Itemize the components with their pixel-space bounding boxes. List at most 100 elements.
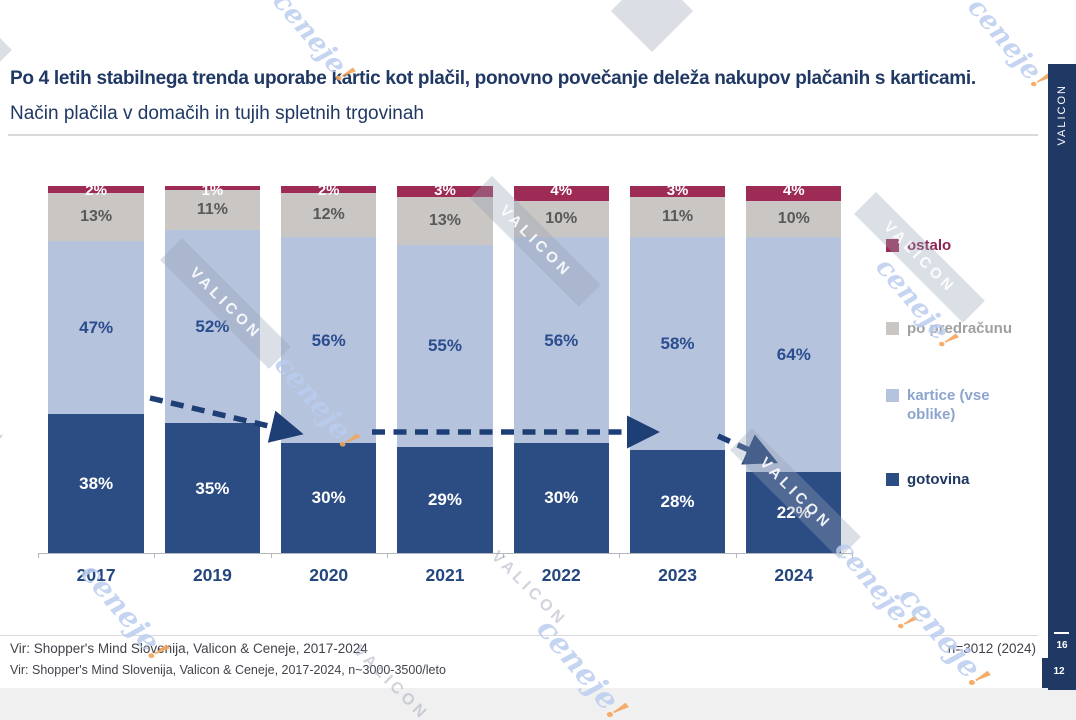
axis-tick [38,553,39,558]
legend-item-gotovina: gotovina [886,470,1046,489]
value-label-gotovina-2022: 30% [544,488,579,508]
value-label-po-2019: 11% [196,201,228,219]
segment-kartice-2017: 47% [48,241,144,414]
bar-2021: 3% 13% 55% 29% [387,182,503,553]
segment-ostalo-2023: 3% [629,182,726,199]
page-subtitle: Način plačila v domačih in tujih spletni… [10,103,425,124]
segment-kartice-2021: 55% [397,244,493,447]
value-label-ostalo-2023: 3% [666,182,689,199]
bar-2019: 1% 11% 52% 35% [154,182,270,553]
x-label-2022: 2022 [541,565,581,585]
valicon-diamond-watermark [610,0,694,53]
sidebar-rule [1054,632,1069,634]
value-label-gotovina-2019: 35% [195,478,230,498]
segment-po-2019: 11% [164,189,261,231]
legend-item-po-predra-unu: po predračunu [886,319,1046,338]
bottom-strip [0,688,1076,720]
segment-kartice-2024: 64% [746,237,842,473]
source-line-2: Vir: Shopper's Mind Slovenija, Valicon &… [10,663,446,677]
legend-swatch [886,239,899,252]
x-label-2021: 2021 [425,565,465,585]
x-label-2019: 2019 [192,565,232,585]
legend-swatch [886,473,899,486]
value-label-ostalo-2021: 3% [434,182,456,199]
header-divider [8,134,1038,136]
value-label-kartice-2024: 64% [776,345,811,365]
segment-kartice-2023: 58% [629,237,726,451]
legend-label: ostalo [907,237,952,254]
value-label-kartice-2019: 52% [195,317,230,337]
legend-item-kartice--vse-oblike-: kartice (vse oblike) [886,386,1046,424]
bar-2024: 4% 10% 64% 22% [736,182,852,553]
segment-gotovina-2024: 22% [746,472,842,553]
segment-po-2022: 10% [513,200,609,238]
axis-tick [852,553,853,558]
brand-logo-text: VALICON [1056,84,1068,146]
value-label-ostalo-2017: 2% [85,182,107,199]
value-label-kartice-2021: 55% [427,336,462,356]
segment-ostalo-2017: 2% [48,183,144,198]
segment-kartice-2019: 52% [164,230,261,424]
segment-ostalo-2024: 4% [746,182,842,201]
value-label-po-2022: 10% [545,210,578,228]
page-number-top: 16 [1056,640,1068,651]
segment-ostalo-2022: 4% [513,182,609,201]
value-label-kartice-2023: 58% [660,334,695,354]
x-label-2023: 2023 [658,565,698,585]
x-axis-labels: 2017 2019 2020 2021 2022 2023 2024 [38,565,852,586]
x-label-2020: 2020 [309,565,349,585]
segment-kartice-2022: 56% [513,237,609,443]
bar-2020: 2% 12% 56% 30% [271,183,387,553]
segment-po-2017: 13% [48,193,144,242]
value-label-po-2017: 13% [80,208,113,226]
value-label-kartice-2020: 56% [311,330,346,350]
value-label-gotovina-2017: 38% [79,473,114,493]
bar-2017: 2% 13% 47% 38% [38,183,154,553]
value-label-kartice-2017: 47% [79,317,114,337]
bar-2022: 4% 10% 56% 30% [503,182,619,553]
axis-tick [270,553,272,558]
segment-gotovina-2022: 30% [513,442,609,553]
axis-tick [619,553,621,558]
value-label-gotovina-2020: 30% [311,488,346,508]
axis-tick [154,553,156,558]
value-label-po-2020: 12% [312,206,345,224]
segment-ostalo-2020: 2% [281,183,377,198]
legend-label: po predračunu [907,320,1013,337]
legend-label: gotovina [907,471,970,488]
value-label-gotovina-2023: 28% [660,492,695,512]
axis-tick [735,553,737,558]
segment-gotovina-2017: 38% [48,413,144,553]
bar-2023: 3% 11% 58% 28% [619,182,735,553]
segment-gotovina-2019: 35% [164,423,261,553]
value-label-gotovina-2024: 22% [776,503,811,523]
axis-tick [386,553,388,558]
brand-sidebar: VALICON 16 12 [1042,64,1076,690]
segment-po-2020: 12% [281,193,377,238]
legend-swatch [886,322,899,335]
value-label-ostalo-2024: 4% [782,182,805,199]
chart-legend: ostalo po predračunu kartice (vse oblike) g… [886,236,1046,489]
segment-po-2023: 11% [629,197,726,238]
value-label-po-2023: 11% [661,208,694,226]
segment-kartice-2020: 56% [281,237,377,443]
axis-tick [503,553,505,558]
segment-gotovina-2020: 30% [281,442,377,553]
valicon-watermark: VALICON [0,368,8,450]
legend-label: kartice (vse oblike) [907,387,990,423]
value-label-ostalo-2019: 1% [201,182,224,199]
segment-po-2021: 13% [397,197,493,245]
value-label-ostalo-2022: 4% [550,182,573,199]
source-line-1: Vir: Shopper's Mind Slovenija, Valicon &… [10,641,368,656]
value-label-ostalo-2020: 2% [317,182,340,199]
page-title: Po 4 letih stabilnega trenda uporabe kar… [10,68,976,89]
segment-gotovina-2023: 28% [629,450,726,553]
sidebar-tab: 12 [1042,658,1076,688]
x-label-2024: 2024 [774,565,814,585]
segment-gotovina-2021: 29% [397,446,493,553]
ceneje-watermark: ceneje! [891,580,997,696]
segment-po-2024: 10% [746,200,842,238]
segment-ostalo-2021: 3% [397,182,493,199]
value-label-gotovina-2021: 29% [427,490,462,510]
